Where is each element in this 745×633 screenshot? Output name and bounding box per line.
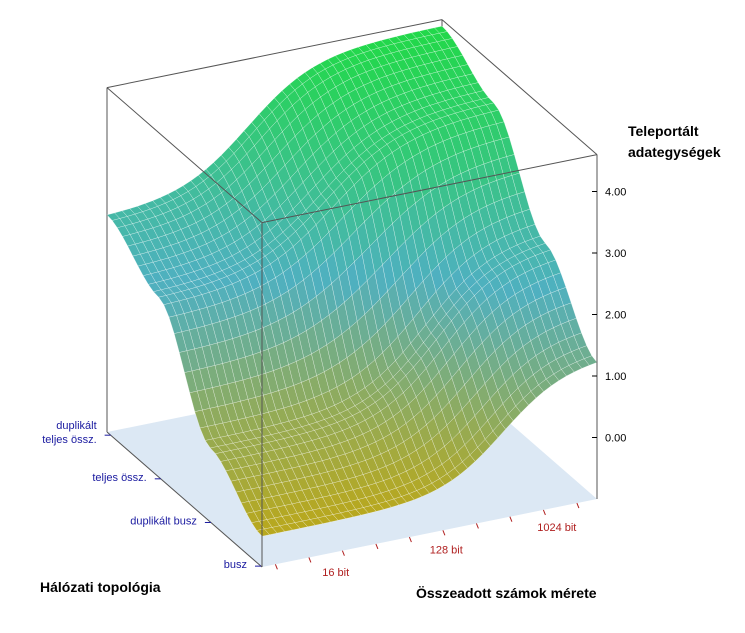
x-tick	[475, 523, 479, 529]
frame-edge	[441, 19, 598, 155]
axis-labels: 0.00 1.00 2.00 3.00 4.00 16 bit 128 bit 1024 bi…	[40, 123, 721, 601]
z-tick-label: 4.00	[605, 187, 626, 199]
x-tick-label: 16 bit	[322, 567, 349, 579]
x-tick	[576, 502, 580, 509]
surface-mesh	[106, 25, 598, 537]
x-tick	[341, 550, 345, 556]
x-tick	[308, 557, 312, 563]
z-tick-label: 0.00	[605, 433, 626, 445]
frame-edge	[106, 19, 443, 89]
y-tick-label: busz	[224, 559, 247, 571]
x-tick-label: 1024 bit	[537, 522, 576, 534]
x-axis-title: Összeadott számok mérete	[416, 585, 597, 601]
x-tick	[542, 509, 546, 516]
y-tick-label: duplikált teljes össz.	[42, 420, 96, 446]
x-tick	[442, 530, 446, 536]
z-tick-label: 3.00	[605, 248, 626, 260]
y-tick-label: duplikált busz	[130, 515, 197, 527]
tick-marks	[104, 191, 597, 570]
surface-cell	[583, 355, 598, 366]
frame-edge	[261, 154, 598, 224]
z-tick-label: 1.00	[605, 371, 626, 383]
frame-edge	[106, 87, 263, 223]
x-tick	[375, 543, 379, 550]
y-axis-title: Hálózati topológia	[40, 579, 161, 595]
frame-edge	[106, 431, 263, 568]
z-tick-label: 2.00	[605, 310, 626, 322]
y-tick-label: teljes össz.	[92, 472, 146, 484]
z-axis-title: Teleportált adategységek	[628, 123, 721, 160]
chart-frame-front	[106, 19, 598, 567]
x-tick	[408, 536, 412, 543]
x-tick-label: 128 bit	[430, 545, 463, 557]
x-tick	[509, 516, 513, 522]
x-tick	[274, 564, 278, 570]
